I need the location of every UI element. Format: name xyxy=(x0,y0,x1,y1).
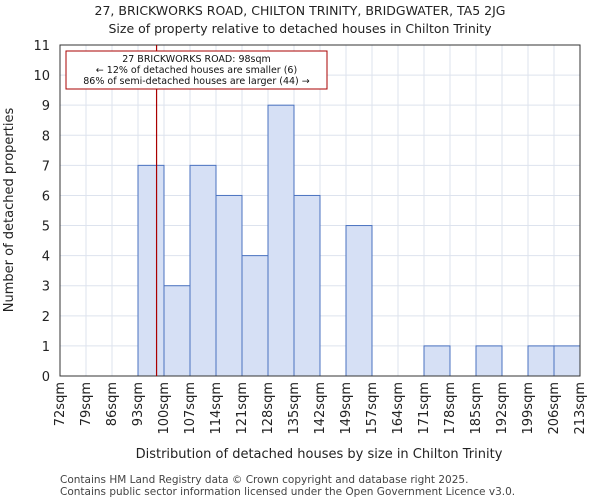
x-tick-label: 192sqm xyxy=(495,382,510,435)
bars xyxy=(137,104,581,377)
bar xyxy=(423,345,451,377)
annotation-line: 27 BRICKWORKS ROAD: 98sqm xyxy=(122,54,271,65)
bar xyxy=(527,345,555,377)
y-tick-label: 11 xyxy=(33,39,50,54)
annotation-line: ← 12% of detached houses are smaller (6) xyxy=(96,65,297,76)
bar xyxy=(189,164,217,377)
x-axis-label: Distribution of detached houses by size … xyxy=(136,447,503,462)
bar xyxy=(163,285,191,377)
plot-area-frame xyxy=(59,44,581,377)
chart-title: 27, BRICKWORKS ROAD, CHILTON TRINITY, BR… xyxy=(95,3,506,18)
x-tick-label: 72sqm xyxy=(53,382,68,426)
y-tick-label: 5 xyxy=(42,220,50,235)
y-tick-label: 3 xyxy=(42,280,50,295)
bar xyxy=(137,164,165,377)
y-tick-label: 8 xyxy=(42,129,50,144)
bar xyxy=(345,225,373,377)
x-tick-label: 185sqm xyxy=(469,382,484,435)
x-tick-label: 164sqm xyxy=(391,382,406,435)
annotation-line: 86% of semi-detached houses are larger (… xyxy=(83,76,310,87)
bar xyxy=(267,104,295,377)
chart-subtitle: Size of property relative to detached ho… xyxy=(108,21,492,36)
y-tick-label: 0 xyxy=(42,370,50,385)
x-tick-label: 107sqm xyxy=(183,382,198,435)
y-tick-label: 1 xyxy=(42,340,50,355)
x-tick-label: 128sqm xyxy=(261,382,276,435)
bar xyxy=(241,255,269,377)
bar xyxy=(475,345,503,377)
y-tick-label: 6 xyxy=(42,189,50,204)
footer-line-1: Contains HM Land Registry data © Crown c… xyxy=(60,474,468,486)
y-tick-label: 10 xyxy=(33,69,50,84)
bar xyxy=(293,194,321,377)
x-tick-label: 135sqm xyxy=(287,382,302,435)
x-tick-label: 114sqm xyxy=(209,382,224,435)
x-tick-labels: 72sqm 79sqm 86sqm 93sqm 100sqm 107sqm 114sqm 12… xyxy=(53,382,588,435)
bar xyxy=(215,194,243,377)
property-marker: 27 BRICKWORKS ROAD: 98sqm← 12% of detach… xyxy=(65,45,328,376)
x-tick-label: 79sqm xyxy=(79,382,94,426)
x-tick-label: 171sqm xyxy=(417,382,432,435)
x-tick-label: 93sqm xyxy=(131,382,146,426)
y-tick-labels: 0 1 2 3 4 5 6 7 8 9 10 11 xyxy=(33,39,50,385)
y-tick-label: 4 xyxy=(42,250,50,265)
y-tick-label: 2 xyxy=(42,310,50,325)
x-tick-label: 86sqm xyxy=(105,382,120,426)
x-tick-label: 121sqm xyxy=(235,382,250,435)
y-tick-label: 7 xyxy=(42,159,50,174)
y-axis-label: Number of detached properties xyxy=(2,108,17,313)
x-tick-label: 142sqm xyxy=(313,382,328,435)
y-tick-label: 9 xyxy=(42,99,50,114)
annotation-box xyxy=(65,50,328,90)
x-tick-label: 199sqm xyxy=(521,382,536,435)
x-tick-label: 157sqm xyxy=(365,382,380,435)
footer-line-2: Contains public sector information licen… xyxy=(60,486,515,498)
x-tick-label: 213sqm xyxy=(573,382,588,435)
bar xyxy=(553,345,581,377)
x-tick-label: 206sqm xyxy=(547,382,562,435)
x-tick-label: 100sqm xyxy=(157,382,172,435)
x-tick-label: 178sqm xyxy=(443,382,458,435)
x-tick-label: 149sqm xyxy=(339,382,354,435)
